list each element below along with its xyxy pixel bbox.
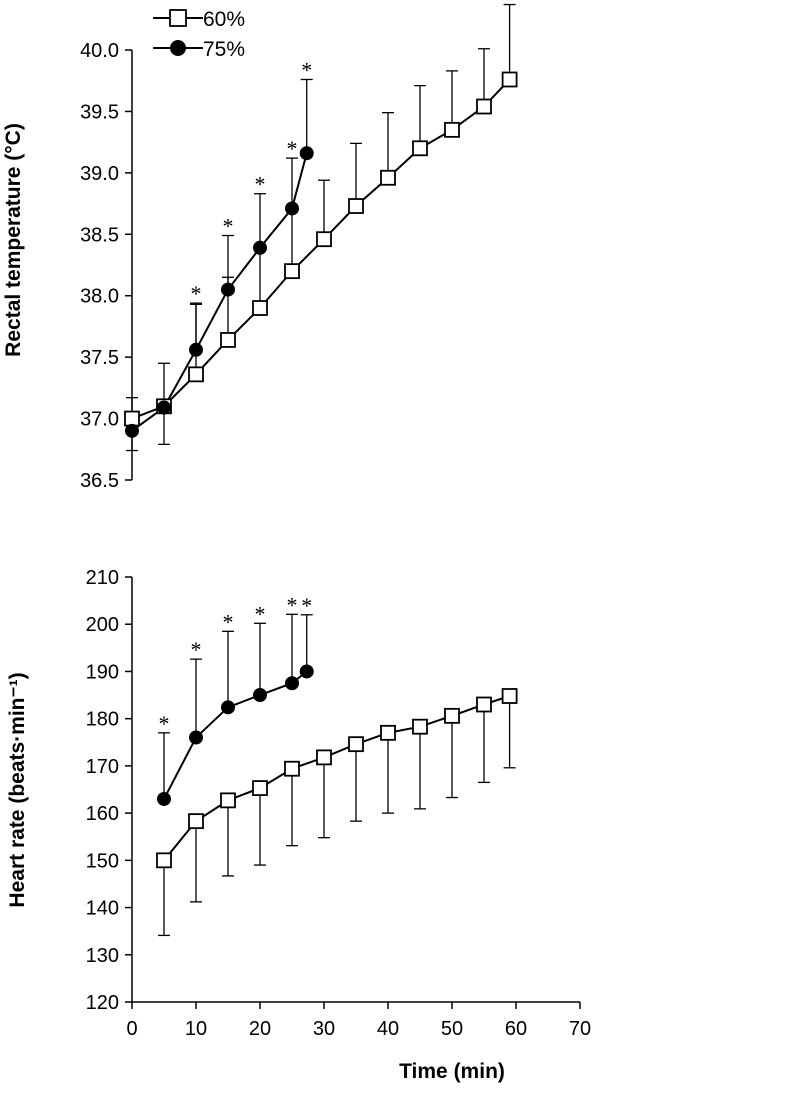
data-point-circle xyxy=(125,423,139,438)
significance-marker: * xyxy=(159,711,170,736)
data-point-circle xyxy=(189,342,203,357)
y-tick-label: 39.5 xyxy=(80,101,119,123)
data-point-circle xyxy=(285,201,299,216)
data-point-square xyxy=(252,780,268,796)
y-axis-title: Rectal temperature (°C) xyxy=(2,123,25,357)
y-tick-label: 200 xyxy=(86,614,119,636)
x-tick-label: 10 xyxy=(185,1018,207,1040)
data-point-square xyxy=(284,760,300,777)
series-line-75pct xyxy=(163,670,308,800)
y-tick-label: 38.0 xyxy=(80,286,119,308)
y-axis-title: Heart rate (beats·min⁻¹) xyxy=(6,672,29,907)
data-point-square xyxy=(124,410,140,427)
data-point-square xyxy=(380,724,396,741)
legend-label-75: 75% xyxy=(203,38,245,61)
data-point-circle xyxy=(221,700,235,715)
significance-marker: * xyxy=(255,601,266,626)
y-tick-label: 130 xyxy=(86,945,119,967)
y-tick-label: 37.0 xyxy=(80,409,119,431)
y-tick-label: 40.0 xyxy=(80,40,119,62)
legend-marker-filled-circle xyxy=(170,40,186,56)
x-tick-label: 20 xyxy=(249,1018,271,1040)
data-point-square xyxy=(156,852,172,869)
data-point-circle xyxy=(299,146,314,161)
data-point-square xyxy=(284,263,300,280)
data-point-square xyxy=(348,736,364,753)
series-line-75pct xyxy=(131,152,308,432)
legend-marker-open-square xyxy=(169,9,187,27)
data-point-square xyxy=(501,688,518,704)
data-point-circle xyxy=(253,240,267,255)
significance-marker: * xyxy=(223,214,234,239)
y-tick-label: 36.5 xyxy=(80,470,119,492)
y-tick-label: 140 xyxy=(86,898,119,920)
y-tick-label: 170 xyxy=(86,756,119,778)
data-point-circle xyxy=(299,664,314,679)
significance-marker: * xyxy=(191,281,202,306)
y-tick-label: 180 xyxy=(86,709,119,731)
legend: 60% 75% xyxy=(153,8,245,61)
y-tick-label: 37.5 xyxy=(80,347,119,369)
data-point-square xyxy=(501,71,518,88)
y-tick-label: 210 xyxy=(86,567,119,589)
data-point-circle xyxy=(157,400,171,415)
data-point-square xyxy=(188,813,204,830)
data-point-square xyxy=(252,300,268,316)
data-point-square xyxy=(220,332,236,348)
significance-marker: * xyxy=(287,592,298,617)
data-point-square xyxy=(380,169,396,186)
x-axis-title: Time (min) xyxy=(399,1060,505,1083)
data-point-square xyxy=(316,749,332,766)
significance-marker: * xyxy=(301,593,312,618)
significance-marker: * xyxy=(287,136,298,161)
data-point-square xyxy=(476,696,492,713)
data-point-square xyxy=(412,718,428,735)
data-point-circle xyxy=(157,791,171,806)
y-tick-label: 38.5 xyxy=(80,224,119,246)
data-point-circle xyxy=(253,688,267,703)
y-tick-label: 150 xyxy=(86,850,119,872)
data-point-square xyxy=(444,707,460,724)
data-point-circle xyxy=(189,730,203,745)
x-tick-label: 0 xyxy=(126,1018,137,1040)
data-point-square xyxy=(412,140,428,157)
x-tick-label: 50 xyxy=(441,1018,463,1040)
x-tick-label: 30 xyxy=(313,1018,335,1040)
y-tick-label: 120 xyxy=(86,992,119,1014)
x-tick-label: 60 xyxy=(505,1018,527,1040)
data-point-circle xyxy=(221,282,235,297)
rectal-temperature-panel: 36.5 37.0 37.5 38.0 38.5 39.0 39.5 40.0 Rectal t… xyxy=(2,3,518,492)
data-point-square xyxy=(316,231,332,248)
significance-marker: * xyxy=(301,57,312,82)
significance-marker: * xyxy=(191,637,202,662)
y-tick-label: 160 xyxy=(86,803,119,825)
data-point-square xyxy=(444,121,460,138)
data-point-circle xyxy=(285,676,299,691)
data-point-square xyxy=(348,198,364,214)
significance-marker: * xyxy=(255,172,266,197)
x-tick-label: 40 xyxy=(377,1018,399,1040)
data-point-square xyxy=(220,792,236,809)
data-point-square xyxy=(188,366,204,383)
y-tick-label: 190 xyxy=(86,661,119,683)
y-tick-label: 39.0 xyxy=(80,163,119,185)
significance-marker: * xyxy=(223,609,234,634)
x-tick-label: 70 xyxy=(569,1018,591,1040)
legend-label-60: 60% xyxy=(203,8,245,31)
data-point-square xyxy=(476,98,492,115)
